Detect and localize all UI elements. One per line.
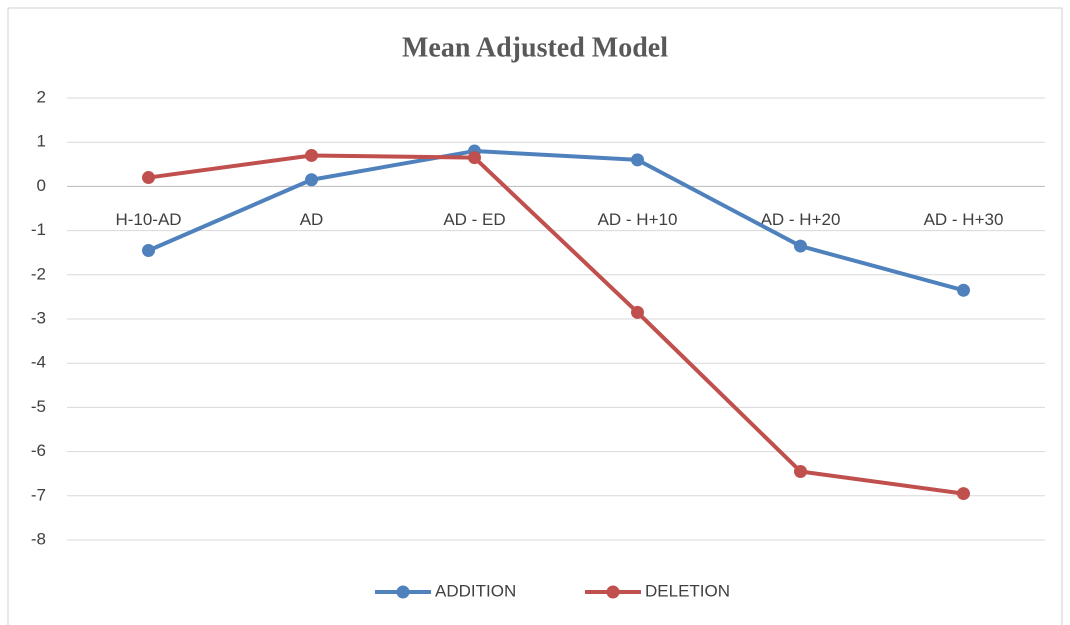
data-point [142, 171, 155, 185]
y-tick-label: 1 [37, 132, 46, 151]
data-point [631, 305, 644, 319]
x-tick-label: AD - H+30 [924, 210, 1004, 229]
y-tick-label: 0 [37, 176, 46, 195]
chart-title: Mean Adjusted Model [402, 32, 668, 63]
x-tick-label: AD [300, 210, 324, 229]
y-tick-label: -8 [31, 529, 46, 548]
data-point [142, 243, 155, 257]
data-point [305, 173, 318, 187]
y-tick-label: -2 [31, 264, 46, 283]
x-tick-label: AD - H+10 [598, 210, 678, 229]
y-tick-label: 2 [37, 87, 46, 106]
series-line [148, 153, 964, 496]
chart-border [7, 7, 1063, 625]
data-point [305, 148, 318, 162]
data-point [631, 153, 644, 167]
data-point [957, 283, 970, 297]
data-point [957, 487, 970, 501]
y-tick-label: -6 [31, 441, 46, 460]
legend-marker [606, 585, 620, 599]
legend-label: ADDITION [435, 581, 516, 600]
y-tick-label: -1 [31, 220, 46, 239]
legend-label: DELETION [645, 581, 730, 600]
data-point [794, 239, 807, 253]
x-tick-label: AD - H+20 [761, 210, 841, 229]
x-tick-label: H-10-AD [115, 210, 181, 229]
data-point [794, 464, 807, 478]
series-line [147, 149, 965, 293]
y-tick-label: -4 [31, 353, 46, 372]
y-tick-label: -7 [31, 485, 46, 504]
y-tick-label: -5 [31, 397, 46, 416]
legend-marker [396, 585, 410, 599]
x-tick-label: AD - ED [443, 210, 505, 229]
data-point [468, 151, 481, 165]
y-tick-label: -3 [31, 308, 46, 327]
